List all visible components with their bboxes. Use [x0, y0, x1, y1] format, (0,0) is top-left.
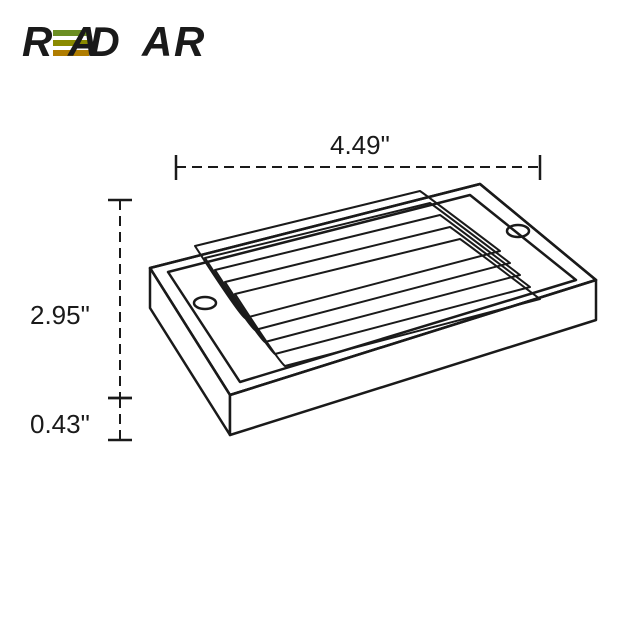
product-drawing: [0, 0, 640, 640]
